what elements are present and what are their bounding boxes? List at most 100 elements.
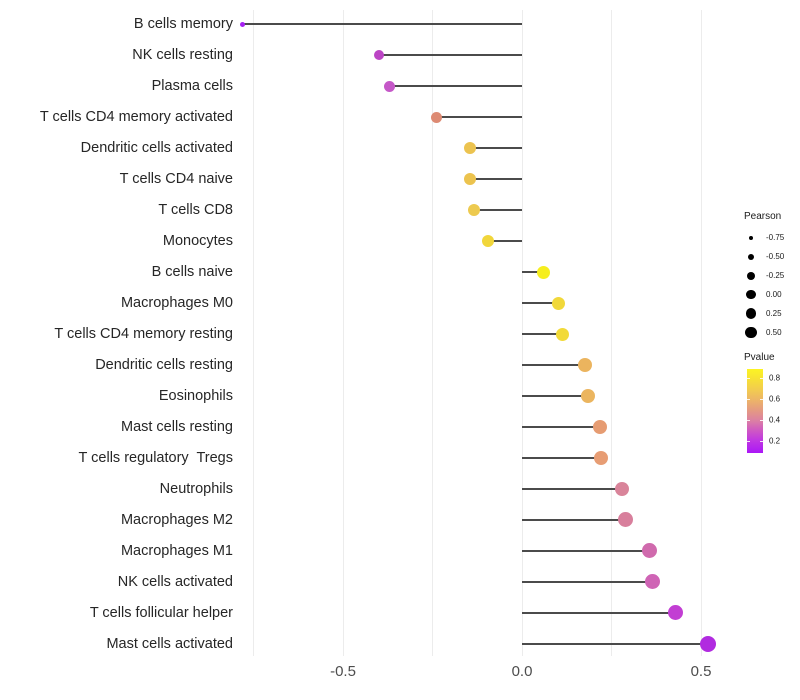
lollipop-stem (473, 209, 522, 212)
pvalue-colorbar-tick (747, 399, 750, 401)
lollipop-dot (464, 142, 477, 155)
x-axis-tick-label: -0.5 (330, 663, 356, 680)
legend-size-dot (744, 250, 758, 264)
lollipop-stem (389, 85, 522, 88)
y-axis-label: T cells CD4 naive (119, 171, 233, 188)
y-axis-label: B cells naive (151, 264, 233, 281)
y-axis-label: Mast cells resting (120, 419, 233, 436)
pvalue-tick-label: 0.8 (769, 373, 781, 383)
lollipop-stem (378, 54, 522, 57)
legend-pearson-item: 0.50 (744, 323, 800, 342)
pvalue-colorbar-tick (760, 441, 763, 443)
y-axis-label: NK cells activated (117, 573, 233, 590)
lollipop-stem (522, 611, 676, 614)
legend-size-dot (744, 269, 758, 283)
lollipop-stem (522, 364, 585, 367)
lollipop-dot (593, 451, 608, 466)
pvalue-colorbar-tick (760, 420, 763, 422)
lollipop-dot (464, 173, 477, 186)
gridline (432, 10, 433, 656)
legend-size-dot (744, 231, 758, 245)
pvalue-colorbar-wrap: 0.8 0.6 0.4 0.2 (744, 369, 800, 457)
legend-pearson-items: -0.75 -0.50 -0.25 0.00 0.25 0.50 (744, 228, 800, 342)
pvalue-colorbar-tick (747, 441, 750, 443)
lollipop-stem (470, 178, 522, 181)
legend-size-label: 0.00 (766, 290, 782, 299)
legend-pvalue-title: Pvalue (744, 352, 775, 363)
y-axis-label: T cells CD4 memory resting (54, 326, 233, 343)
legend-pvalue: Pvalue 0.8 0.6 0.4 0.2 (744, 352, 800, 457)
lollipop-dot (645, 574, 661, 590)
pvalue-tick-label: 0.6 (769, 394, 781, 404)
lollipop-stem (242, 23, 522, 26)
y-axis-label: Dendritic cells activated (80, 140, 233, 157)
pvalue-tick-label: 0.2 (769, 436, 781, 446)
lollipop-stem (470, 147, 522, 150)
lollipop-dot (536, 265, 550, 279)
x-axis-tick-label: 0.5 (690, 663, 712, 680)
legend-pearson-item: 0.00 (744, 285, 800, 304)
lollipop-stem (522, 580, 653, 583)
lollipop-dot (700, 635, 717, 652)
y-axis-label: Macrophages M0 (120, 295, 233, 312)
y-axis-label: T cells regulatory Tregs (78, 450, 233, 467)
lollipop-dot (430, 111, 442, 123)
y-axis-label: Dendritic cells resting (95, 357, 233, 374)
legend-size-label: 0.25 (766, 309, 782, 318)
gridline (342, 10, 344, 656)
legend-size-label: -0.50 (766, 252, 785, 261)
lollipop-dot (641, 543, 657, 559)
legend-size-dot (744, 326, 758, 340)
lollipop-stem (487, 240, 522, 243)
y-axis-label: Plasma cells (151, 78, 233, 95)
lollipop-stem (522, 488, 623, 490)
pvalue-colorbar-tick (747, 378, 750, 380)
lollipop-dot (577, 358, 592, 373)
y-axis-label: T cells CD4 memory activated (39, 109, 233, 126)
lollipop-stem (522, 302, 559, 305)
lollipop-stem (522, 642, 709, 645)
legend-size-label: -0.75 (766, 233, 785, 242)
gridline (700, 10, 702, 656)
y-axis-label: T cells CD8 (158, 202, 233, 219)
lollipop-dot (384, 80, 396, 92)
y-axis-label: Macrophages M2 (120, 511, 233, 528)
lollipop-dot (240, 21, 246, 27)
lollipop-stem (522, 426, 601, 429)
y-axis-label: Neutrophils (159, 481, 233, 497)
lollipop-stem (522, 271, 544, 274)
lollipop-dot (618, 512, 634, 528)
lollipop-dot (593, 420, 608, 435)
legend-pearson: Pearson -0.75 -0.50 -0.25 0.00 0.25 0.50 (744, 211, 800, 342)
lollipop-stem (522, 395, 588, 398)
gridline (611, 10, 612, 656)
legend-size-dot (744, 288, 758, 302)
legend-pearson-item: -0.50 (744, 247, 800, 266)
lollipop-dot (615, 482, 630, 496)
legend-pearson-title: Pearson (744, 211, 782, 222)
lollipop-stem (522, 549, 650, 552)
y-axis-label: Eosinophils (158, 388, 233, 405)
lollipop-dot (580, 389, 595, 404)
pvalue-colorbar-tick (760, 378, 763, 380)
lollipop-dot (552, 296, 566, 310)
pvalue-colorbar (747, 369, 763, 453)
legend-pearson-item: -0.75 (744, 228, 800, 247)
lollipop-dot (555, 327, 569, 341)
legend-size-label: -0.25 (766, 271, 785, 280)
y-axis-label: Monocytes (162, 233, 233, 250)
lollipop-stem (436, 116, 522, 119)
lollipop-stem (522, 518, 626, 521)
pvalue-colorbar-tick (760, 399, 763, 401)
lollipop-dot (481, 235, 494, 248)
lollipop-stem (522, 457, 601, 460)
y-axis-label: Mast cells activated (106, 635, 233, 652)
x-axis-tick-label: 0.0 (511, 663, 533, 680)
lollipop-dot (668, 605, 684, 621)
legend-pearson-item: -0.25 (744, 266, 800, 285)
gridline (253, 10, 254, 656)
legend-size-dot (744, 307, 758, 321)
pvalue-colorbar-tick (747, 420, 750, 422)
pvalue-tick-label: 0.4 (769, 415, 781, 425)
